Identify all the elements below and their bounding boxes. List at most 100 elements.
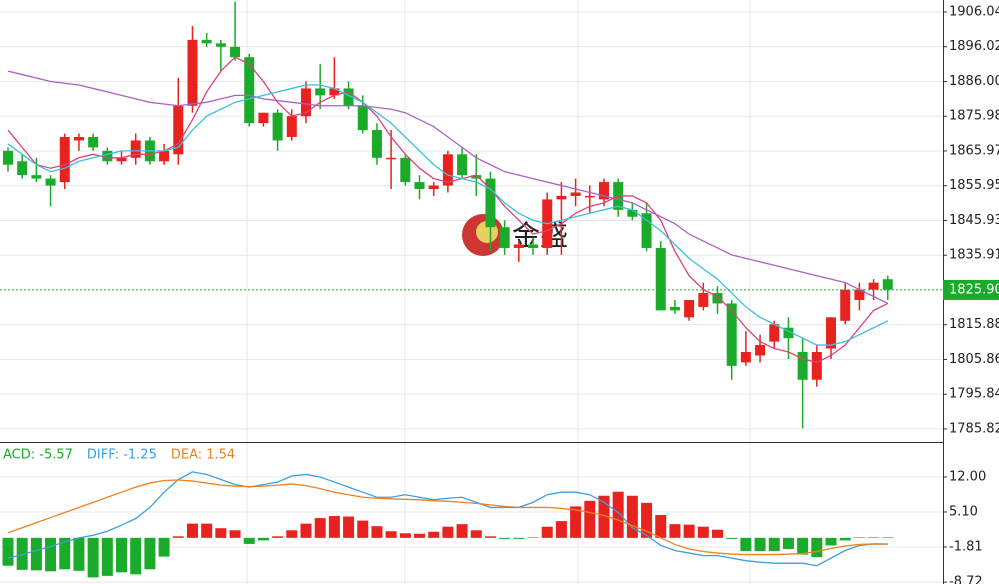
candle-body: [584, 195, 595, 198]
y-tick-label: -8.72: [949, 575, 983, 584]
histogram-bar: [130, 537, 142, 575]
candle-body: [882, 279, 893, 290]
histogram-bar: [314, 518, 326, 538]
y-tick-label: 1896.02: [949, 39, 999, 54]
histogram-bar: [612, 491, 624, 538]
candle-body: [3, 150, 13, 165]
candle-body: [811, 352, 822, 380]
candle-body: [641, 213, 652, 248]
candle-body: [31, 175, 42, 179]
histogram-bar: [853, 537, 865, 538]
candle-body: [769, 324, 780, 342]
histogram-bar: [641, 502, 653, 538]
legend-entry: DIFF: -1.25: [87, 448, 157, 463]
candle-body: [343, 88, 354, 106]
histogram-bar: [30, 537, 42, 571]
line-series: [7, 471, 888, 567]
candle-body: [45, 178, 56, 186]
histogram-bar: [669, 524, 681, 538]
histogram-bar: [300, 523, 312, 538]
histogram-bar: [626, 495, 638, 538]
histogram-bar: [215, 528, 227, 538]
candle-body: [840, 289, 851, 321]
candle-body: [300, 88, 311, 117]
histogram-bar: [683, 524, 695, 538]
y-tick-label: 1865.97: [949, 143, 999, 158]
candle-body: [272, 112, 283, 141]
histogram-bar: [243, 537, 255, 544]
candle-body: [457, 154, 468, 176]
candle-body: [357, 105, 368, 131]
candle-body: [88, 136, 99, 148]
candle-body: [102, 150, 113, 162]
y-tick-label: 1795.84: [949, 387, 999, 402]
histogram-bar: [541, 526, 553, 538]
histogram-bar: [101, 537, 113, 576]
histogram-bar: [740, 537, 752, 552]
histogram-bar: [442, 526, 454, 538]
candle-body: [130, 140, 141, 158]
candle-body: [73, 136, 84, 141]
histogram-bar: [186, 523, 198, 538]
histogram-bar: [158, 537, 170, 557]
histogram-bar: [328, 516, 340, 538]
y-tick-label: 1906.04: [949, 4, 999, 19]
histogram-bar: [811, 537, 823, 558]
candle-body: [570, 192, 581, 196]
y-tick-label: 1835.91: [949, 248, 999, 263]
candle-body: [414, 182, 425, 190]
y-tick-label: 1845.93: [949, 213, 999, 228]
histogram-bar: [2, 537, 14, 566]
histogram-bar: [825, 537, 837, 546]
histogram-bar: [513, 537, 525, 539]
candle-body: [442, 154, 453, 186]
histogram-bar: [385, 531, 397, 538]
histogram-bar: [570, 506, 582, 538]
candle-body: [528, 244, 539, 248]
histogram-bar: [868, 537, 880, 538]
candle-body: [598, 182, 609, 200]
y-tick-label: -1.81: [949, 540, 983, 555]
histogram-bar: [655, 515, 667, 538]
candle-body: [556, 195, 567, 200]
histogram-bar: [414, 533, 426, 538]
candle-body: [712, 293, 723, 304]
candle-body: [428, 185, 439, 190]
histogram-bar: [87, 537, 99, 578]
candle-body: [513, 244, 524, 248]
histogram-bar: [712, 529, 723, 538]
histogram-bar: [527, 537, 539, 538]
histogram-bar: [257, 537, 269, 541]
candle-body: [187, 39, 198, 106]
candle-body: [329, 88, 340, 96]
histogram-bar: [399, 533, 411, 538]
candle-body: [485, 178, 496, 228]
candle-body: [854, 289, 865, 300]
histogram-bar: [16, 537, 28, 570]
histogram-bar: [45, 537, 57, 572]
y-tick-label: 1875.98: [949, 109, 999, 124]
histogram-bar: [839, 537, 851, 541]
candle-body: [116, 157, 127, 162]
candle-body: [17, 161, 28, 176]
candle-body: [726, 303, 737, 366]
histogram-bar: [726, 537, 738, 539]
legend-entry: DEA: 1.54: [171, 448, 235, 463]
histogram-bar: [555, 521, 567, 538]
y-tick-label: 5.10: [949, 504, 978, 519]
candle-body: [215, 43, 226, 47]
candle-body: [59, 136, 70, 183]
last-price-label: 1825.90: [949, 282, 999, 297]
line-series: [7, 56, 889, 364]
histogram-bar: [484, 536, 496, 538]
legend-entry: ACD: -5.57: [3, 448, 73, 463]
y-tick-label: 1815.88: [949, 317, 999, 332]
histogram-bar: [456, 524, 468, 538]
candle-body: [159, 150, 170, 162]
candle-body: [783, 327, 794, 339]
histogram-bar: [201, 523, 213, 538]
histogram-bar: [59, 537, 71, 570]
candle-body: [740, 352, 751, 363]
candle-body: [655, 247, 666, 311]
